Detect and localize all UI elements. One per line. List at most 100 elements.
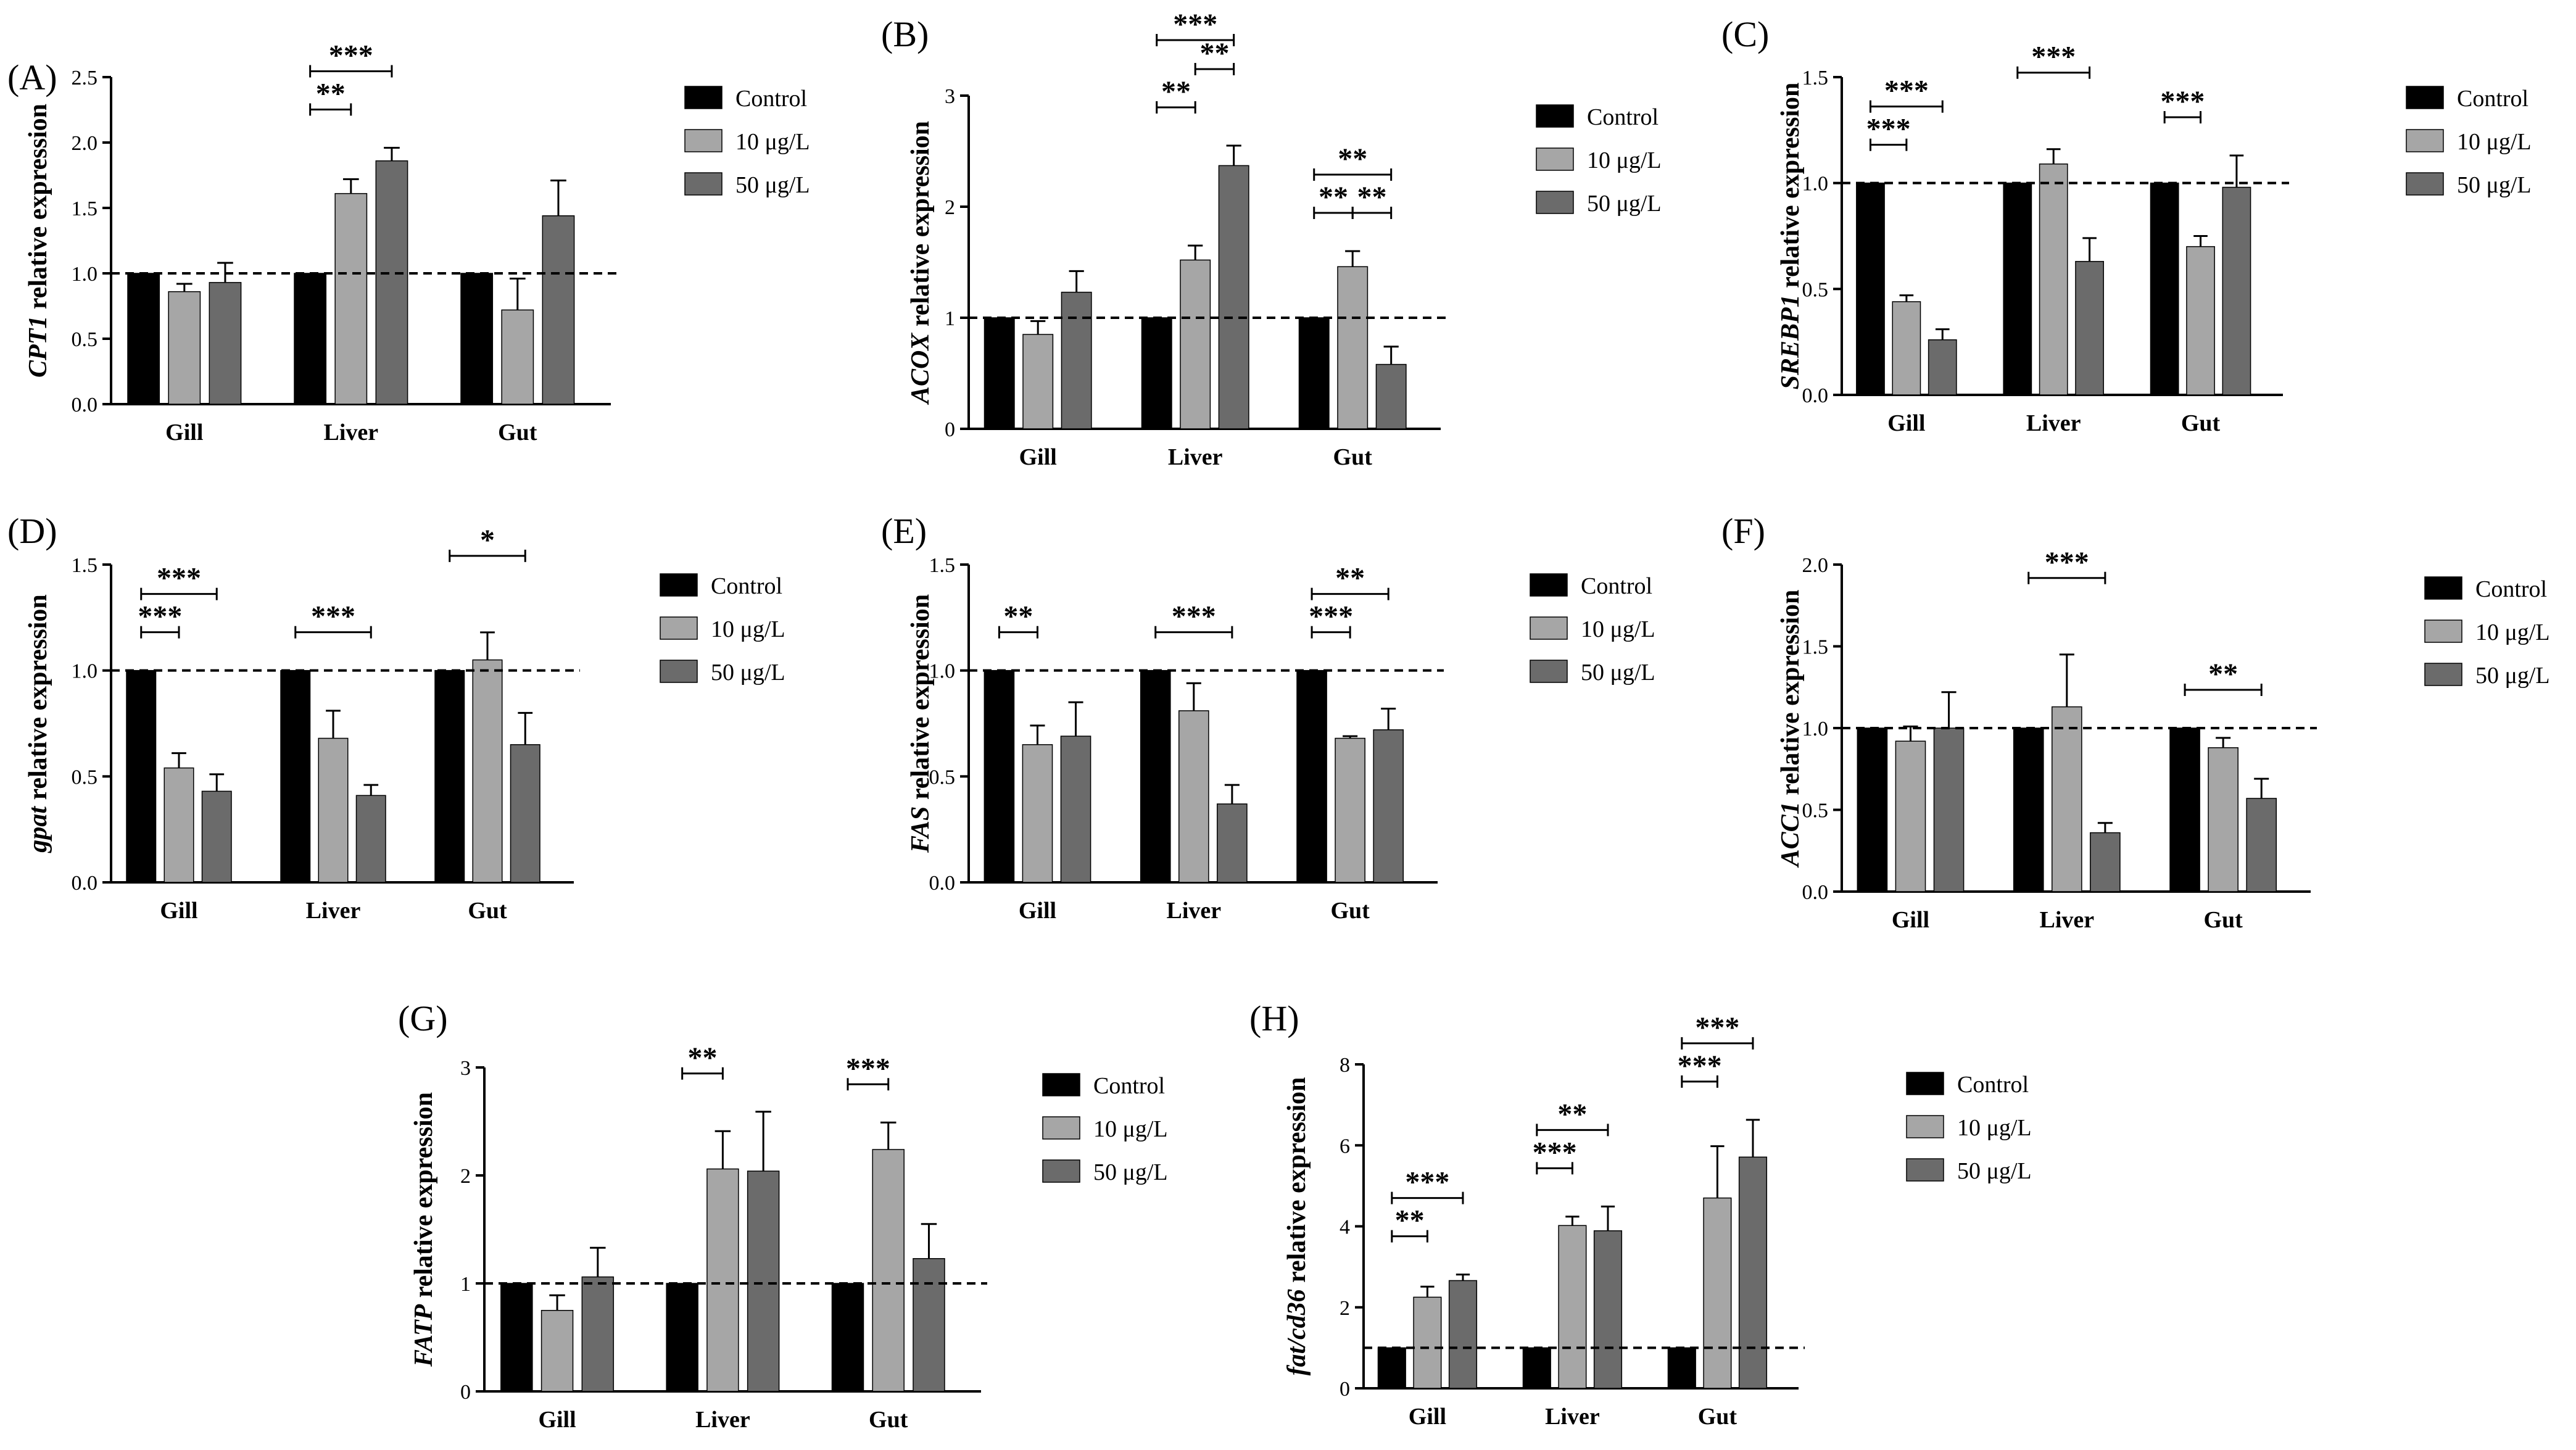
legend-swatch bbox=[1042, 1159, 1080, 1183]
y-axis-label-text: relative expression bbox=[1776, 590, 1805, 802]
legend-swatch bbox=[2424, 576, 2462, 600]
significance-marker: ** bbox=[2208, 658, 2238, 690]
significance-marker: *** bbox=[1695, 1011, 1739, 1044]
bar-gut-0 bbox=[1667, 1347, 1696, 1389]
legend-swatch bbox=[1530, 616, 1568, 640]
legend-label: Control bbox=[735, 86, 807, 112]
y-axis-label-text: relative expression bbox=[1283, 1077, 1311, 1290]
significance-marker: ** bbox=[1395, 1204, 1425, 1237]
legend-swatch bbox=[660, 573, 698, 597]
bar-gut-1 bbox=[1337, 266, 1369, 429]
bar-gut-1 bbox=[1335, 737, 1365, 883]
significance-marker: ** bbox=[1557, 1098, 1587, 1130]
bar-liver-0 bbox=[1522, 1347, 1551, 1389]
y-tick-label: 0.5 bbox=[72, 328, 98, 351]
bar-liver-2 bbox=[2075, 260, 2104, 396]
legend-label: 10 μg/L bbox=[711, 616, 785, 642]
y-axis-label: gpat relative expression bbox=[24, 594, 52, 853]
significance-marker: *** bbox=[138, 600, 182, 633]
panel-label: (D) bbox=[7, 511, 57, 551]
y-tick-label: 1 bbox=[460, 1273, 471, 1296]
significance-marker: * bbox=[480, 524, 495, 557]
significance-marker: *** bbox=[1533, 1136, 1577, 1169]
bar-liver-1 bbox=[706, 1168, 739, 1392]
y-axis-gene-name: FAS bbox=[906, 806, 935, 854]
x-category-label: Gut bbox=[1698, 1404, 1737, 1430]
significance-marker: *** bbox=[157, 562, 201, 595]
y-tick-label: 0 bbox=[1340, 1378, 1350, 1401]
y-tick-label: 1.0 bbox=[929, 660, 956, 683]
legend-label: Control bbox=[2475, 576, 2547, 602]
legend-swatch bbox=[684, 86, 723, 109]
legend-swatch bbox=[1906, 1072, 1944, 1095]
bar-gill-1 bbox=[164, 767, 194, 883]
legend-swatch bbox=[684, 172, 723, 196]
y-tick-label: 1.0 bbox=[1802, 718, 1829, 740]
panel-label: (E) bbox=[881, 511, 927, 551]
bar-gut-1 bbox=[872, 1149, 905, 1392]
y-tick-label: 2 bbox=[460, 1165, 471, 1188]
y-axis-label-text: relative expression bbox=[410, 1092, 438, 1304]
y-tick-label: 1.5 bbox=[1802, 636, 1829, 659]
significance-marker: *** bbox=[311, 600, 355, 633]
bar-gut-0 bbox=[1298, 317, 1330, 429]
panel-label: (H) bbox=[1249, 998, 1299, 1038]
significance-marker: ** bbox=[1319, 181, 1348, 213]
bar-gill-1 bbox=[1022, 334, 1054, 429]
y-axis-label-text: relative expression bbox=[24, 594, 52, 806]
x-category-label: Gill bbox=[1409, 1404, 1446, 1430]
y-tick-label: 0.5 bbox=[1802, 278, 1829, 301]
significance-marker: *** bbox=[2160, 85, 2205, 118]
bar-liver-0 bbox=[1140, 669, 1171, 883]
chart-panel-g: (G) 0 1 2 3 FATP relative expression Gill Liver… bbox=[398, 998, 1168, 1433]
y-tick-label: 0.0 bbox=[72, 394, 98, 416]
significance-marker: *** bbox=[1678, 1050, 1722, 1082]
x-category-label: Gill bbox=[1019, 898, 1056, 924]
legend-label: Control bbox=[711, 573, 782, 599]
y-axis-label-text: relative expression bbox=[906, 594, 935, 806]
legend-swatch bbox=[1906, 1158, 1944, 1182]
y-tick-label: 0.5 bbox=[1802, 800, 1829, 822]
chart-panel-d: (D) 0.0 0.5 1.0 1.5 gpat relative expression G… bbox=[7, 511, 785, 924]
significance-marker: ** bbox=[688, 1042, 718, 1074]
bar-gut-1 bbox=[1703, 1197, 1732, 1389]
legend-swatch bbox=[1536, 191, 1574, 214]
y-axis-label: ACC1 relative expression bbox=[1776, 590, 1805, 869]
y-tick-label: 0.0 bbox=[72, 872, 98, 895]
bar-gill-0 bbox=[127, 273, 160, 405]
y-axis-gene-name: gpat bbox=[24, 806, 52, 853]
significance-marker: ** bbox=[1335, 562, 1365, 595]
legend-label: 50 μg/L bbox=[2457, 172, 2532, 198]
bar-gill-0 bbox=[1377, 1347, 1406, 1389]
y-tick-label: 0.0 bbox=[929, 872, 956, 895]
y-tick-label: 2.0 bbox=[1802, 554, 1829, 577]
legend-label: Control bbox=[1587, 104, 1659, 130]
x-category-label: Liver bbox=[2026, 410, 2081, 436]
bar-gill-2 bbox=[581, 1276, 615, 1392]
legend-swatch bbox=[2406, 86, 2444, 109]
y-axis-label-text: relative expression bbox=[1776, 83, 1805, 295]
legend-label: Control bbox=[1093, 1073, 1165, 1099]
bar-liver-2 bbox=[1218, 165, 1249, 429]
y-tick-label: 1.5 bbox=[72, 554, 98, 577]
y-axis-gene-name: SREBP1 bbox=[1776, 294, 1805, 389]
legend-label: Control bbox=[1581, 573, 1652, 599]
x-category-label: Gut bbox=[498, 420, 537, 445]
bar-liver-2 bbox=[747, 1170, 780, 1392]
legend-swatch bbox=[1906, 1115, 1944, 1138]
bar-gut-2 bbox=[913, 1258, 945, 1392]
bar-gut-2 bbox=[2246, 798, 2277, 892]
legend-label: 10 μg/L bbox=[2457, 129, 2532, 155]
significance-marker: *** bbox=[1173, 8, 1217, 41]
x-category-label: Liver bbox=[695, 1407, 750, 1433]
y-tick-label: 0 bbox=[460, 1381, 471, 1404]
x-category-label: Liver bbox=[1545, 1404, 1600, 1430]
x-category-label: Gill bbox=[160, 898, 197, 924]
bar-liver-1 bbox=[2051, 706, 2082, 892]
bar-gill-2 bbox=[1933, 727, 1965, 892]
x-category-label: Gill bbox=[165, 420, 203, 445]
bar-gut-0 bbox=[2169, 727, 2200, 892]
bar-gut-2 bbox=[1375, 363, 1407, 429]
chart-panel-b: (B) 0 1 2 3 ACOX relative expression Gill Liver… bbox=[881, 8, 1662, 470]
